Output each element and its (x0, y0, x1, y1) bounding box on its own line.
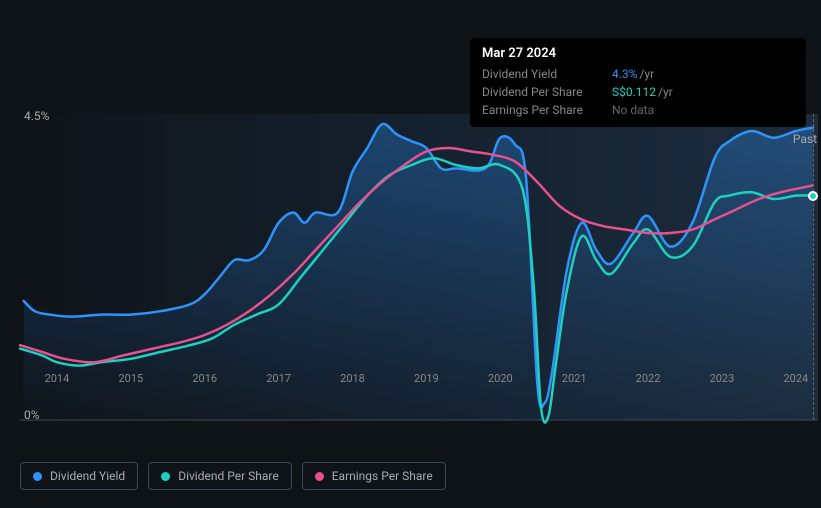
legend: Dividend Yield Dividend Per Share Earnings… (20, 462, 446, 490)
legend-label: Earnings Per Share (332, 469, 433, 483)
x-axis-labels: 2014 2015 2016 2017 2018 2019 2020 2021 2022 2023… (0, 372, 821, 388)
tooltip-row-suffix: /yr (639, 65, 654, 83)
x-axis-year-label: 2023 (710, 372, 735, 385)
tooltip: Mar 27 2024 Dividend Yield4.3%/yrDividen… (470, 38, 806, 127)
x-axis-year-label: 2019 (414, 372, 439, 385)
end-dot-dividend-per-share (808, 191, 818, 201)
tooltip-row-label: Earnings Per Share (482, 101, 612, 119)
tooltip-row-label: Dividend Yield (482, 65, 612, 83)
legend-label: Dividend Per Share (178, 469, 279, 483)
tooltip-date: Mar 27 2024 (482, 46, 794, 61)
x-axis-year-label: 2017 (266, 372, 291, 385)
x-axis-year-label: 2014 (45, 372, 70, 385)
tooltip-row-suffix: /yr (658, 83, 673, 101)
legend-label: Dividend Yield (50, 469, 125, 483)
tooltip-row-value: No data (612, 101, 654, 119)
tooltip-rows: Dividend Yield4.3%/yrDividend Per ShareS… (482, 65, 794, 119)
x-axis-year-label: 2015 (118, 372, 143, 385)
legend-item-dividend-per-share[interactable]: Dividend Per Share (148, 462, 292, 490)
x-axis-year-label: 2020 (488, 372, 513, 385)
legend-dot-icon (161, 472, 170, 481)
past-label: Past (793, 132, 817, 146)
x-axis-year-label: 2021 (562, 372, 587, 385)
x-axis-year-label: 2024 (783, 372, 808, 385)
tooltip-row-value: S$0.112 (612, 83, 656, 101)
tooltip-row: Dividend Yield4.3%/yr (482, 65, 794, 83)
tooltip-row-value: 4.3% (612, 65, 637, 83)
x-axis-year-label: 2016 (192, 372, 217, 385)
x-axis-year-label: 2018 (340, 372, 365, 385)
tooltip-row-label: Dividend Per Share (482, 83, 612, 101)
x-axis-year-label: 2022 (636, 372, 661, 385)
tooltip-row: Dividend Per ShareS$0.112/yr (482, 83, 794, 101)
legend-item-earnings-per-share[interactable]: Earnings Per Share (302, 462, 446, 490)
tooltip-row: Earnings Per ShareNo data (482, 101, 794, 119)
legend-item-dividend-yield[interactable]: Dividend Yield (20, 462, 138, 490)
legend-dot-icon (33, 472, 42, 481)
legend-dot-icon (315, 472, 324, 481)
y-axis-min-label: 0% (24, 408, 40, 422)
y-axis-max-label: 4.5% (24, 109, 49, 123)
